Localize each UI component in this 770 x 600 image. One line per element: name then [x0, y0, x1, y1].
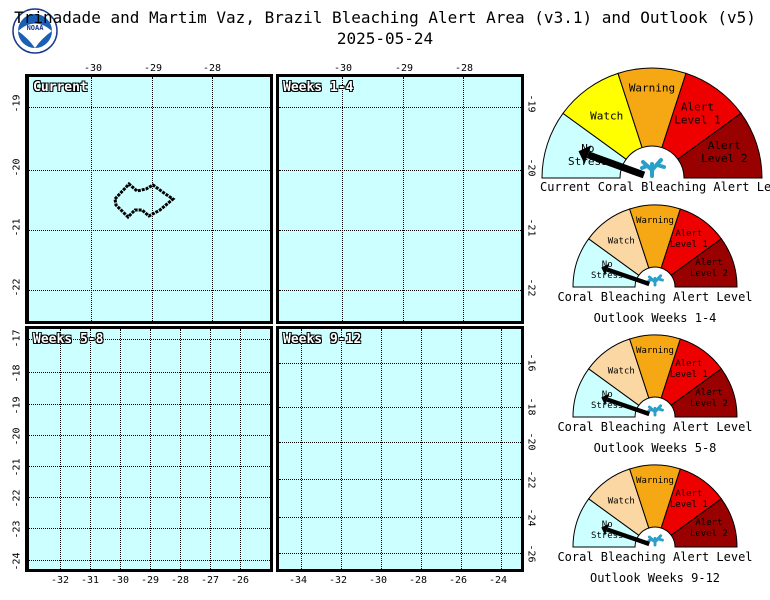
gauge-segment-alert-level-2: [670, 238, 738, 288]
noaa-logo-text: NOAA: [27, 24, 45, 32]
lon-tick-top-right: -28: [455, 63, 474, 74]
coral-icon: [647, 404, 664, 417]
gauge-level-label: Alert: [675, 489, 702, 499]
gauge-needle: [606, 397, 650, 417]
gauge-level-label: Stress: [591, 531, 624, 541]
gauge-level-label: Alert: [695, 388, 722, 398]
gauge-caption: Coral Bleaching Alert Level: [557, 550, 753, 564]
gauge-segment-alert-level-2: [670, 368, 738, 418]
lon-tick-top-left: -28: [203, 63, 222, 74]
gauge-level-label: Alert: [675, 359, 702, 369]
gauge-needle: [606, 267, 650, 287]
lon-tick-bottom-right: -28: [409, 575, 428, 586]
gauge-needle-head: [578, 145, 592, 165]
lon-tick-bottom-left: -27: [201, 575, 220, 586]
gauge-level-label: Level 1: [670, 370, 708, 380]
page-title: Trinadade and Martim Vaz, Brazil Bleachi…: [14, 8, 756, 27]
gauge-level-label: Warning: [629, 81, 675, 94]
coral-icon: [647, 274, 664, 287]
gauge-level-label: Warning: [636, 216, 674, 226]
gauge-level-label: Alert: [695, 258, 722, 268]
lon-tick-bottom-left: -30: [111, 575, 130, 586]
lon-tick-bottom-left: -26: [231, 575, 250, 586]
panel-label-weeks-5-8: Weeks 5-8: [33, 332, 104, 347]
gauge-caption: Coral Bleaching Alert Level: [557, 290, 753, 304]
panel-label-weeks-1-4: Weeks 1-4: [283, 80, 354, 95]
map-panel-current: Current: [25, 74, 273, 324]
gauge-level-label: Stress: [591, 271, 624, 281]
coral-icon: [640, 158, 666, 178]
gauge-level-label: Watch: [608, 367, 635, 377]
lon-tick-bottom-right: -24: [489, 575, 508, 586]
lon-tick-bottom-right: -26: [449, 575, 468, 586]
map-panel-weeks-5-8: Weeks 5-8: [25, 326, 273, 572]
lon-tick-bottom-right: -30: [369, 575, 388, 586]
coral-icon: [647, 534, 664, 547]
lon-tick-bottom-right: -34: [289, 575, 308, 586]
gauge-level-label: Level 1: [670, 500, 708, 510]
gauge-needle-head: [601, 263, 610, 276]
gauge-segment-alert-level-2: [677, 112, 763, 179]
gauge-level-label: Watch: [608, 237, 635, 247]
gauge-level-label: Alert: [695, 518, 722, 528]
lon-tick-bottom-left: -29: [141, 575, 160, 586]
gauge-caption-period: Outlook Weeks 9-12: [589, 571, 721, 585]
gauge-level-label: Level 2: [690, 399, 728, 409]
gauge-level-label: Level 1: [674, 113, 720, 126]
gauge-caption: Coral Bleaching Alert Level: [557, 420, 753, 434]
lon-tick-bottom-left: -28: [171, 575, 190, 586]
gauge-level-label: Watch: [590, 109, 623, 122]
lon-tick-top-right: -30: [334, 63, 353, 74]
lon-tick-bottom-left: -31: [81, 575, 100, 586]
gauge-needle: [586, 151, 646, 179]
gauge-level-label: Level 2: [701, 152, 747, 165]
gauge-level-label: Alert: [675, 229, 702, 239]
gauge-level-label: Warning: [636, 476, 674, 486]
gauge-needle-head: [601, 393, 610, 406]
gauge-caption: Current Coral Bleaching Alert Level: [540, 180, 770, 194]
gauge-needle-head: [601, 523, 610, 536]
panel-label-weeks-9-12: Weeks 9-12: [283, 332, 362, 347]
page-date: 2025-05-24: [336, 29, 434, 48]
gauge-level-label: Stress: [591, 401, 624, 411]
noaa-logo: NOAA: [12, 8, 58, 58]
gauge-level-label: Watch: [608, 497, 635, 507]
gauge-level-label: Alert: [708, 139, 741, 152]
gauge-level-label: Warning: [636, 346, 674, 356]
lon-tick-bottom-right: -32: [329, 575, 348, 586]
lon-tick-top-left: -29: [144, 63, 163, 74]
map-panel-weeks-9-12: Weeks 9-12: [276, 326, 524, 572]
gauge-segment-alert-level-2: [670, 498, 738, 548]
lon-tick-top-right: -29: [395, 63, 414, 74]
lon-tick-top-left: -30: [84, 63, 103, 74]
gauge-level-label: Alert: [681, 100, 714, 113]
alert-area-outline: [113, 181, 176, 220]
map-panel-weeks-1-4: Weeks 1-4: [276, 74, 524, 324]
gauge-needle: [606, 527, 650, 547]
gauge-caption-period: Outlook Weeks 1-4: [593, 311, 717, 325]
panel-label-current: Current: [33, 80, 88, 95]
gauge-caption-period: Outlook Weeks 5-8: [593, 441, 717, 455]
gauge-level-label: Level 1: [670, 240, 708, 250]
gauge-level-label: Level 2: [690, 529, 728, 539]
gauge-level-label: Level 2: [690, 269, 728, 279]
lon-tick-bottom-left: -32: [51, 575, 70, 586]
